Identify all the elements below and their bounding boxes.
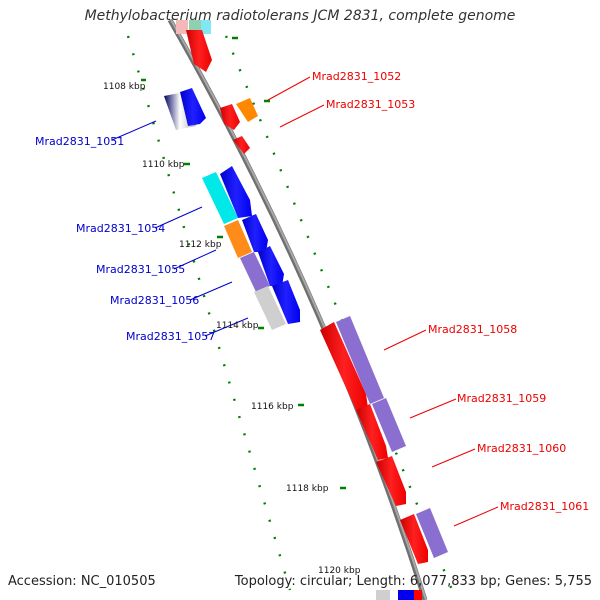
ruler-label-1114: 1114 kbp — [216, 321, 259, 331]
gene-mrad2831-1061[interactable] — [400, 508, 448, 564]
gene-bottom-partial — [376, 590, 422, 600]
tick-track-right — [224, 35, 454, 591]
gene-mrad2831-1057[interactable] — [254, 280, 300, 330]
label-mrad2831-1056: Mrad2831_1056 — [110, 294, 199, 307]
label-mrad2831-1053: Mrad2831_1053 — [326, 98, 415, 111]
accession-text: Accession: NC_010505 — [8, 574, 156, 589]
ruler-label-1108: 1108 kbp — [103, 82, 146, 92]
ruler-label-1118: 1118 kbp — [286, 484, 329, 494]
genome-backbone — [167, 18, 428, 600]
label-mrad2831-1052: Mrad2831_1052 — [312, 70, 401, 83]
ruler-label-1120: 1120 kbp — [318, 566, 361, 576]
gene-mrad2831-1054[interactable] — [202, 166, 252, 224]
gene-small-red — [233, 136, 250, 154]
label-mrad2831-1055: Mrad2831_1055 — [96, 263, 185, 276]
label-mrad2831-1060: Mrad2831_1060 — [477, 442, 566, 455]
ruler-label-1110: 1110 kbp — [142, 160, 185, 170]
gene-mrad2831-1051[interactable] — [164, 88, 206, 130]
tick-track-left — [126, 35, 292, 591]
gene-mrad2831-1055[interactable] — [224, 214, 268, 258]
label-mrad2831-1054: Mrad2831_1054 — [76, 222, 165, 235]
label-mrad2831-1057: Mrad2831_1057 — [126, 330, 215, 343]
gene-mrad2831-1059[interactable] — [356, 398, 406, 460]
gene-mrad2831-1058[interactable] — [320, 316, 384, 410]
gene-mrad2831-1052[interactable] — [220, 104, 240, 130]
label-mrad2831-1051: Mrad2831_1051 — [35, 135, 124, 148]
label-leaders — [111, 76, 499, 527]
label-mrad2831-1061: Mrad2831_1061 — [500, 500, 589, 513]
gene-mrad2831-1060[interactable] — [376, 456, 406, 506]
gene-top-partial — [176, 20, 212, 72]
label-mrad2831-1059: Mrad2831_1059 — [457, 392, 546, 405]
gene-labels: Mrad2831_1051 Mrad2831_1052 Mrad2831_105… — [35, 70, 589, 513]
major-ticks — [141, 36, 346, 490]
ruler-labels: 1108 kbp 1110 kbp 1112 kbp 1114 kbp 1116… — [103, 82, 361, 576]
gene-mrad2831-1053[interactable] — [236, 98, 258, 122]
topology-text: Topology: circular; Length: 6,077,833 bp… — [234, 574, 592, 589]
gene-mrad2831-1056[interactable] — [240, 246, 284, 292]
ruler-label-1116: 1116 kbp — [251, 402, 294, 412]
ruler-label-1112: 1112 kbp — [179, 240, 222, 250]
label-mrad2831-1058: Mrad2831_1058 — [428, 323, 517, 336]
